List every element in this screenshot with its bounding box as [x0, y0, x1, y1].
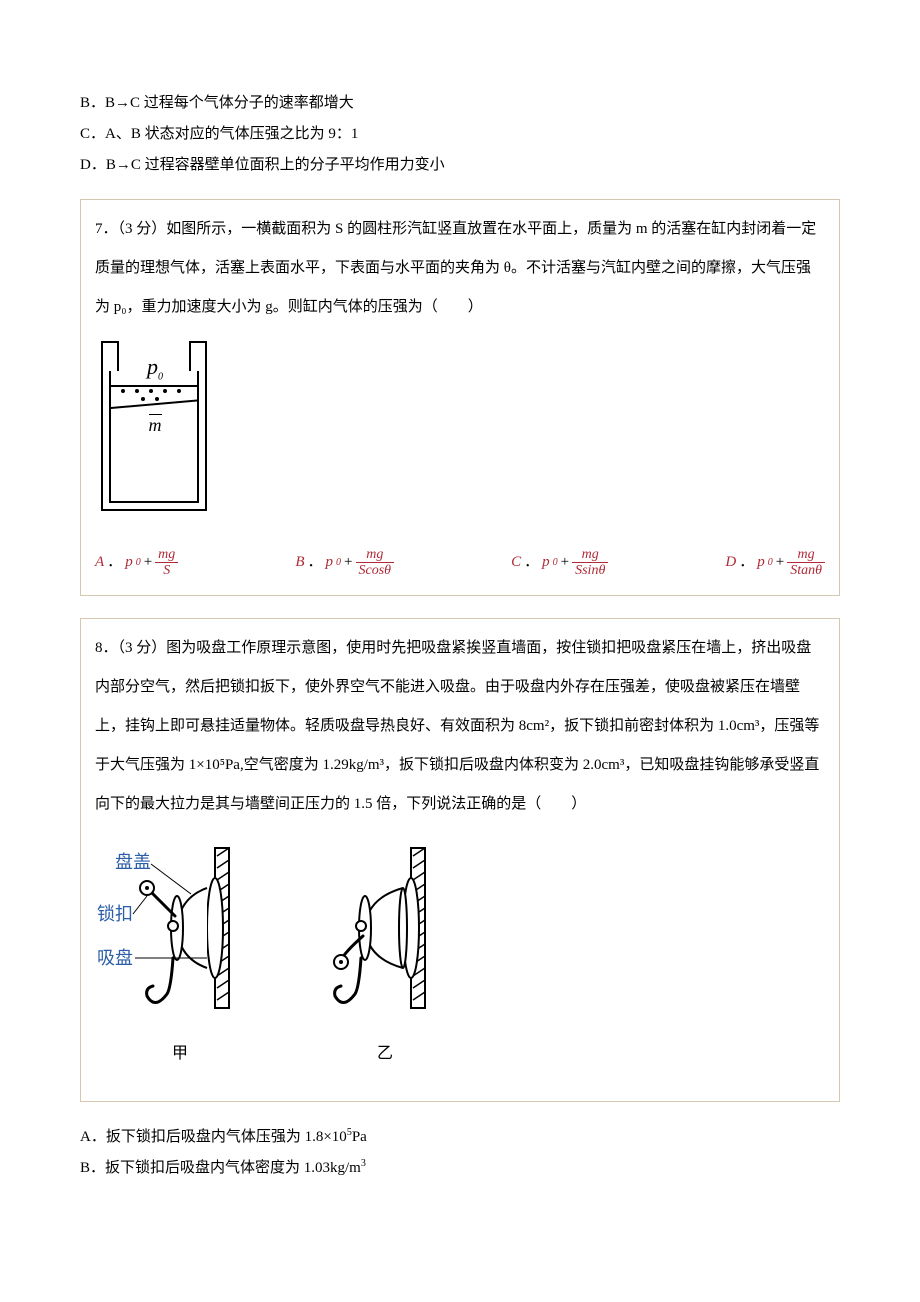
q8-figure-left: 盘盖 锁扣 吸盘 甲: [95, 838, 265, 1069]
q7-figure: p0 m: [95, 341, 825, 521]
option-text: A、B 状态对应的气体压强之比为 9：1: [105, 126, 358, 142]
m-label: m: [95, 409, 215, 441]
q8-options: A．扳下锁扣后吸盘内气体压强为 1.8×105Pa B．扳下锁扣后吸盘内气体密度…: [80, 1124, 840, 1182]
q7-choice-a: A． p0+ mgS: [95, 547, 178, 579]
cylinder-piston-diagram: p0 m: [95, 341, 215, 511]
option-label: C．: [80, 126, 105, 142]
q6-option-c: C．A、B 状态对应的气体压强之比为 9：1: [80, 121, 840, 148]
q7-choices: A． p0+ mgS B． p0+ mgScosθ C． p0+ mgSsinθ…: [95, 543, 825, 585]
q8-figure-right: 乙: [315, 838, 455, 1069]
option-text: 扳下锁扣后吸盘内气体压强为 1.8×105Pa: [106, 1129, 367, 1145]
option-label: A．: [80, 1129, 106, 1145]
p0-label: p0: [95, 347, 215, 387]
q7-stem: 7．（3 分）如图所示，一横截面积为 S 的圆柱形汽缸竖直放置在水平面上，质量为…: [95, 210, 825, 327]
q8-option-b: B．扳下锁扣后吸盘内气体密度为 1.03kg/m3: [80, 1155, 840, 1182]
cup-label: 吸盘: [97, 948, 133, 968]
option-label: D．: [80, 157, 106, 173]
q6-option-d: D．B→C 过程容器壁单位面积上的分子平均作用力变小: [80, 152, 840, 179]
q8-left-caption: 甲: [95, 1040, 265, 1069]
q7-choice-c: C． p0+ mgSsinθ: [511, 547, 608, 579]
q7-choice-d: D． p0+ mgStanθ: [725, 547, 825, 579]
option-label: B．: [80, 95, 105, 111]
cover-label: 盘盖: [115, 852, 151, 872]
option-text: B→C 过程每个气体分子的速率都增大: [105, 95, 354, 111]
q7-choice-b: B． p0+ mgScosθ: [295, 547, 394, 579]
q8-stem: 8．（3 分）图为吸盘工作原理示意图，使用时先把吸盘紧挨竖直墙面，按住锁扣把吸盘…: [95, 629, 825, 824]
q7-box: 7．（3 分）如图所示，一横截面积为 S 的圆柱形汽缸竖直放置在水平面上，质量为…: [80, 199, 840, 596]
q8-figure: 盘盖 锁扣 吸盘 甲: [95, 838, 825, 1069]
option-text: 扳下锁扣后吸盘内气体密度为 1.03kg/m3: [105, 1160, 366, 1176]
q6-partial-options: B．B→C 过程每个气体分子的速率都增大 C．A、B 状态对应的气体压强之比为 …: [80, 90, 840, 179]
option-text: B→C 过程容器壁单位面积上的分子平均作用力变小: [106, 157, 445, 173]
lock-label: 锁扣: [97, 904, 133, 924]
option-label: B．: [80, 1160, 105, 1176]
q6-option-b: B．B→C 过程每个气体分子的速率都增大: [80, 90, 840, 117]
q8-right-caption: 乙: [315, 1040, 455, 1069]
q8-box: 8．（3 分）图为吸盘工作原理示意图，使用时先把吸盘紧挨竖直墙面，按住锁扣把吸盘…: [80, 618, 840, 1102]
q8-option-a: A．扳下锁扣后吸盘内气体压强为 1.8×105Pa: [80, 1124, 840, 1151]
